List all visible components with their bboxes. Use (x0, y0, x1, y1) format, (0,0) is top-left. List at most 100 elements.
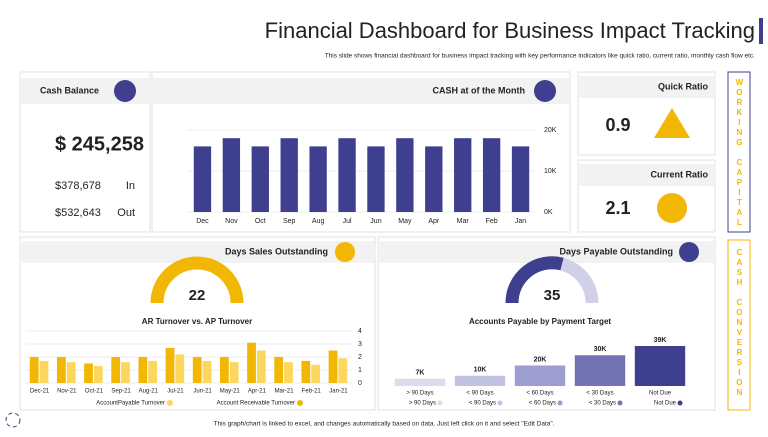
x-tick-label: < 30 Days (586, 391, 613, 397)
bar (256, 350, 266, 383)
x-tick-label: Jul (343, 218, 352, 225)
bar (396, 138, 414, 212)
value-label: 39K (654, 337, 667, 344)
panel-title: Quick Ratio (658, 81, 709, 91)
bar (280, 138, 298, 212)
x-tick-label: May (398, 218, 412, 225)
bar (274, 357, 284, 383)
x-tick-label: Sep (283, 218, 296, 225)
bar (84, 363, 93, 383)
x-tick-label: Dec (196, 218, 209, 225)
y-tick-label: 3 (358, 341, 362, 348)
bar (111, 357, 121, 383)
legend-label: < 30 Days (589, 401, 616, 407)
bar (301, 360, 311, 383)
x-tick-label: Jun (370, 218, 381, 225)
bar (309, 146, 327, 212)
legend-marker (437, 400, 443, 406)
dso-value: 22 (189, 287, 206, 304)
bar (56, 357, 66, 383)
panel-title: Days Sales Outstanding (225, 246, 328, 256)
y-tick-label: 20K (544, 127, 557, 134)
bar (222, 138, 241, 212)
bar (511, 146, 530, 212)
y-tick-label: 2 (358, 354, 362, 361)
x-tick-label: Sep-21 (111, 389, 131, 395)
x-tick-label: > 90 Days (406, 391, 433, 397)
bar (425, 146, 443, 212)
x-tick-label: Aug-21 (139, 389, 159, 395)
title-accent (759, 18, 763, 44)
bar (247, 342, 256, 383)
x-tick-label: Nov-21 (57, 389, 77, 395)
icon (335, 242, 355, 262)
bar (29, 357, 39, 383)
value-label: 30K (594, 346, 607, 353)
quick-ratio-value: 0.9 (605, 115, 630, 135)
page-title: Financial Dashboard for Business Impact … (265, 18, 755, 43)
in-value: $378,678 (55, 180, 101, 192)
x-tick-label: Jan-21 (329, 389, 348, 395)
value-label: 20K (534, 356, 547, 363)
x-tick-label: Feb (486, 218, 498, 225)
current-ratio-value: 2.1 (605, 198, 630, 218)
bar (138, 357, 148, 383)
legend-marker (557, 400, 563, 406)
bar (454, 375, 506, 386)
x-tick-label: < 60 Days (526, 391, 553, 397)
bar (193, 146, 212, 212)
panel-title: Cash Balance (40, 85, 99, 95)
y-tick-label: 0 (358, 380, 362, 387)
legend-label: < 90 Days (469, 401, 496, 407)
x-tick-label: Not Due (649, 391, 672, 397)
chart-title: Accounts Payable by Payment Target (469, 317, 611, 326)
cash-total: $ 245,258 (55, 133, 144, 155)
bar (338, 358, 348, 383)
panel-header (378, 241, 715, 263)
side-strip (727, 71, 751, 233)
panel-header (20, 241, 375, 263)
bar (634, 346, 686, 386)
x-tick-label: Feb-21 (302, 389, 322, 395)
bar (121, 362, 130, 383)
bar (454, 138, 472, 212)
bar (482, 138, 501, 212)
x-tick-label: < 90 Days (466, 391, 493, 397)
panel-title: CASH at of the Month (433, 85, 526, 95)
x-tick-label: Oct-21 (85, 389, 104, 395)
bar (175, 354, 185, 383)
side-strip (727, 239, 751, 411)
x-tick-label: Dec-21 (30, 389, 50, 395)
gauge (150, 256, 244, 304)
x-tick-label: Mar-21 (275, 389, 295, 395)
bar (148, 360, 158, 383)
y-tick-label: 4 (358, 328, 362, 335)
x-tick-label: Jan (515, 218, 526, 225)
icon (114, 80, 136, 102)
bar (251, 146, 269, 212)
legend-label: AccountPayable Turnover (96, 401, 165, 407)
legend-marker (297, 400, 303, 406)
gauge-fill (505, 256, 564, 304)
legend-marker (167, 400, 173, 406)
bar (367, 146, 385, 212)
chart-title: AR Turnover vs. AP Turnover (142, 317, 252, 326)
check-icon (657, 193, 687, 223)
x-tick-label: Jul-21 (167, 389, 184, 395)
icon (679, 242, 699, 262)
bar (39, 360, 49, 383)
icon (534, 80, 556, 102)
dpo-value: 35 (544, 287, 561, 304)
panel-header (578, 164, 715, 186)
bar (66, 362, 76, 383)
x-tick-label: Nov (225, 218, 238, 225)
y-tick-label: 0K (544, 209, 553, 216)
value-label: 10K (474, 367, 487, 374)
x-tick-label: Oct (255, 218, 266, 225)
bar (311, 364, 321, 383)
side-label: WORKING CAPITAL (735, 78, 744, 228)
x-tick-label: Mar (457, 218, 470, 225)
in-label: In (126, 180, 135, 192)
x-tick-label: Apr (428, 218, 440, 225)
